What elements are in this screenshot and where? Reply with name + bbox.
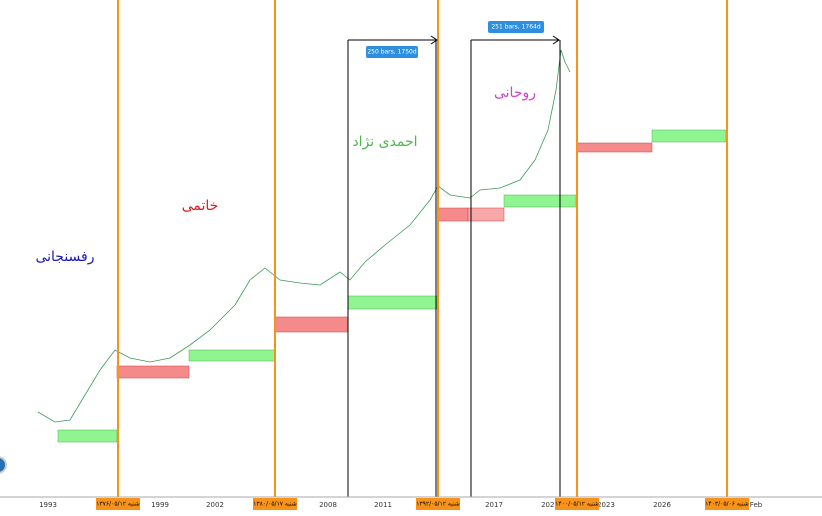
date-tag	[555, 498, 599, 510]
x-tick-label: 2008	[319, 501, 337, 509]
price-line	[37, 49, 571, 423]
measure-label: 250 bars, 1750d	[367, 49, 417, 56]
x-tick-label: 2017	[485, 501, 503, 509]
period-name: روحانی	[494, 85, 536, 101]
date-label: شنبه ۱۳۷۶/۰۵/۱۲	[96, 501, 140, 508]
measure-box	[488, 21, 544, 33]
date-tag	[416, 498, 460, 510]
x-tick-label: 2020	[541, 501, 559, 509]
measure-tools	[347, 35, 561, 497]
x-tick-label: 2026	[653, 501, 671, 509]
date-tag	[253, 498, 297, 510]
period-name: احمدی نژاد	[352, 134, 417, 150]
x-tick-label: 2002	[206, 501, 224, 509]
date-label: شنبه ۱۴۰۰/۰۵/۱۲	[555, 501, 599, 508]
x-tick-label: Feb	[750, 501, 763, 509]
measure-label: 251 bars, 1764d	[491, 24, 541, 31]
date-tag	[96, 498, 140, 510]
x-tick-label: 1993	[39, 501, 57, 509]
date-tag	[705, 498, 749, 510]
period-name: خاتمی	[182, 198, 219, 214]
x-tick-label: 2011	[374, 501, 392, 509]
date-label: شنبه ۱۳۸۰/۰۵/۱۷	[253, 501, 297, 508]
measure-box	[366, 46, 418, 58]
period-lines	[117, 0, 728, 497]
x-tick-label: 1999	[151, 501, 169, 509]
x-tick-label: 2023	[597, 501, 615, 509]
date-label: شنبه ۱۴۰۳/۰۵/۰۶	[705, 501, 749, 508]
icon[interactable]	[0, 456, 7, 474]
date-label: شنبه ۱۳۹۲/۰۵/۱۲	[416, 501, 460, 508]
period-name: رفسنجانی	[35, 249, 94, 265]
